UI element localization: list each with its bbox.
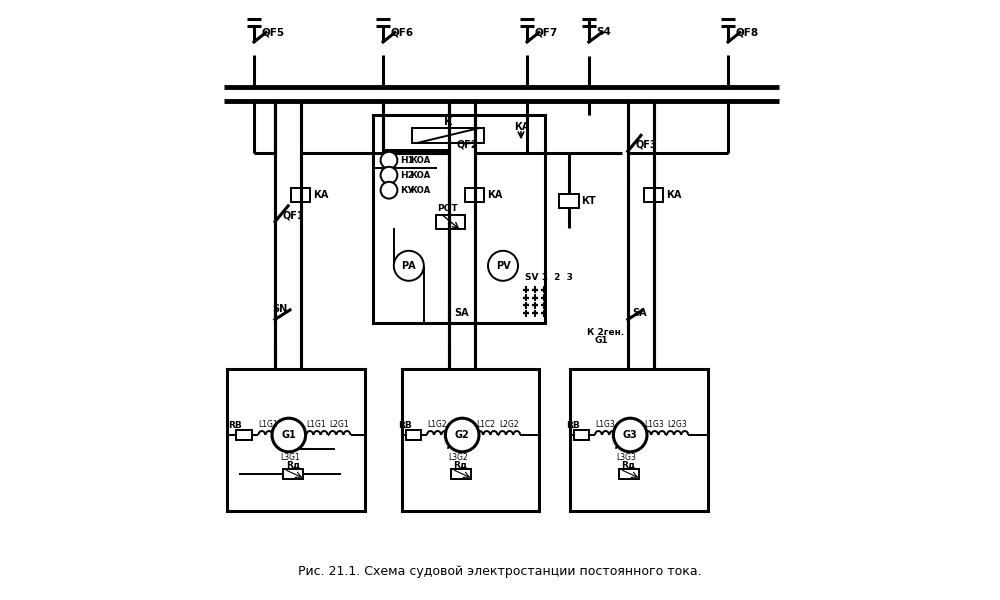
Text: S4: S4 [597, 28, 611, 37]
Circle shape [394, 251, 424, 281]
Circle shape [381, 182, 397, 199]
Bar [283, 469, 303, 479]
Text: SA: SA [454, 308, 468, 319]
Text: RB: RB [398, 421, 412, 431]
Bar [436, 215, 465, 229]
Text: QF3: QF3 [636, 140, 657, 149]
Text: SV 1  2  3: SV 1 2 3 [525, 272, 573, 281]
Circle shape [488, 251, 518, 281]
Bar [236, 430, 252, 440]
Text: КА: КА [514, 122, 529, 132]
Bar [451, 469, 471, 479]
Text: QF5: QF5 [262, 28, 285, 37]
Text: L1G1: L1G1 [258, 420, 278, 428]
Text: QF2: QF2 [457, 140, 478, 149]
Circle shape [272, 418, 306, 452]
Text: КОА: КОА [410, 155, 430, 164]
Text: L1G1: L1G1 [306, 420, 326, 428]
Text: SA: SA [633, 308, 647, 319]
Text: Rд: Rд [621, 461, 635, 470]
Text: Rд: Rд [453, 461, 467, 470]
Text: G1: G1 [281, 430, 296, 440]
Text: К 2ген.: К 2ген. [587, 328, 624, 337]
Text: RB: RB [566, 421, 580, 431]
Text: L3G2: L3G2 [448, 454, 468, 462]
Text: G2: G2 [455, 430, 470, 440]
Circle shape [445, 418, 479, 452]
Text: L3G1: L3G1 [280, 454, 300, 462]
Text: QF1: QF1 [283, 210, 304, 220]
Text: РОТ: РОТ [437, 203, 458, 212]
Text: G3: G3 [623, 430, 638, 440]
Text: L1G3: L1G3 [595, 420, 615, 428]
Text: Рис. 21.1. Схема судовой электростанции постоянного тока.: Рис. 21.1. Схема судовой электростанции … [298, 565, 702, 578]
Text: L3G3: L3G3 [616, 454, 636, 462]
Text: Rд: Rд [286, 461, 300, 470]
Text: L1G2: L1G2 [427, 420, 446, 428]
Text: КУ: КУ [400, 185, 414, 194]
Text: L1C2: L1C2 [476, 420, 495, 428]
Text: РА: РА [401, 261, 416, 271]
Text: RB: RB [228, 421, 242, 431]
Circle shape [381, 167, 397, 184]
Bar [373, 115, 545, 323]
Bar [465, 188, 484, 202]
Text: L2G2: L2G2 [499, 420, 518, 428]
Text: G1: G1 [595, 335, 608, 344]
Bar [402, 369, 539, 511]
Text: L1G3: L1G3 [644, 420, 664, 428]
Text: КТ: КТ [582, 196, 596, 206]
Text: QF8: QF8 [736, 28, 759, 37]
Text: К: К [444, 118, 452, 127]
Text: Н2: Н2 [400, 170, 414, 180]
Circle shape [613, 418, 647, 452]
Bar [412, 128, 484, 143]
Text: КОА: КОА [410, 185, 430, 194]
Bar [227, 369, 365, 511]
Text: КА: КА [487, 190, 503, 200]
Bar [619, 469, 639, 479]
Text: L2G1: L2G1 [329, 420, 349, 428]
Text: L2G3: L2G3 [667, 420, 687, 428]
Text: Н1: Н1 [400, 155, 414, 164]
Bar [574, 430, 589, 440]
Bar [291, 188, 310, 202]
Bar [559, 194, 579, 208]
Text: SN: SN [272, 304, 287, 314]
Bar [644, 188, 663, 202]
Text: КОА: КОА [410, 170, 430, 180]
Text: КА: КА [313, 190, 329, 200]
Text: QF7: QF7 [535, 28, 558, 37]
Bar [570, 369, 708, 511]
Circle shape [381, 152, 397, 169]
Bar [406, 430, 421, 440]
Text: QF6: QF6 [391, 28, 414, 37]
Text: КА: КА [666, 190, 682, 200]
Text: РV: РV [496, 261, 510, 271]
